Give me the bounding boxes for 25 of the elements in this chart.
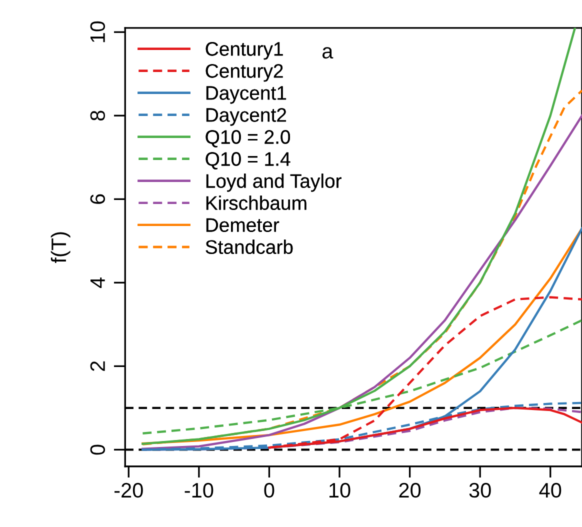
x-tick-label: 20 [399, 482, 421, 498]
x-tick-label: 40 [539, 482, 562, 498]
y-tick-label: 4 [90, 277, 105, 288]
x-tick-label: -10 [184, 482, 214, 498]
x-tick-label: -20 [114, 482, 143, 498]
legend-label: Demeter [206, 218, 280, 232]
legend-label: Century2 [206, 64, 283, 82]
y-tick-label: 10 [90, 21, 106, 42]
legend-label: Standcarb [206, 240, 293, 254]
x-tick-label: 10 [330, 482, 350, 498]
legend-label: Kirschbaum [206, 196, 306, 210]
legend-label: Q10 = 2.0 [206, 130, 290, 148]
legend-label: Century1 [206, 42, 283, 60]
y-axis-title: f(T) [50, 232, 70, 264]
legend-label: Loyd and Taylor [206, 174, 342, 192]
y-tick-label: 8 [90, 110, 106, 121]
annotation: a [322, 47, 334, 59]
legend-label: Daycent2 [206, 108, 286, 126]
y-tick-label: 2 [90, 361, 105, 371]
legend-label: Daycent1 [206, 86, 286, 104]
x-tick-label: 0 [264, 482, 274, 498]
legend-label: Q10 = 1.4 [206, 152, 290, 170]
x-tick-label: 30 [469, 482, 491, 498]
y-tick-label: 6 [90, 194, 106, 204]
y-tick-label: 0 [90, 444, 106, 455]
